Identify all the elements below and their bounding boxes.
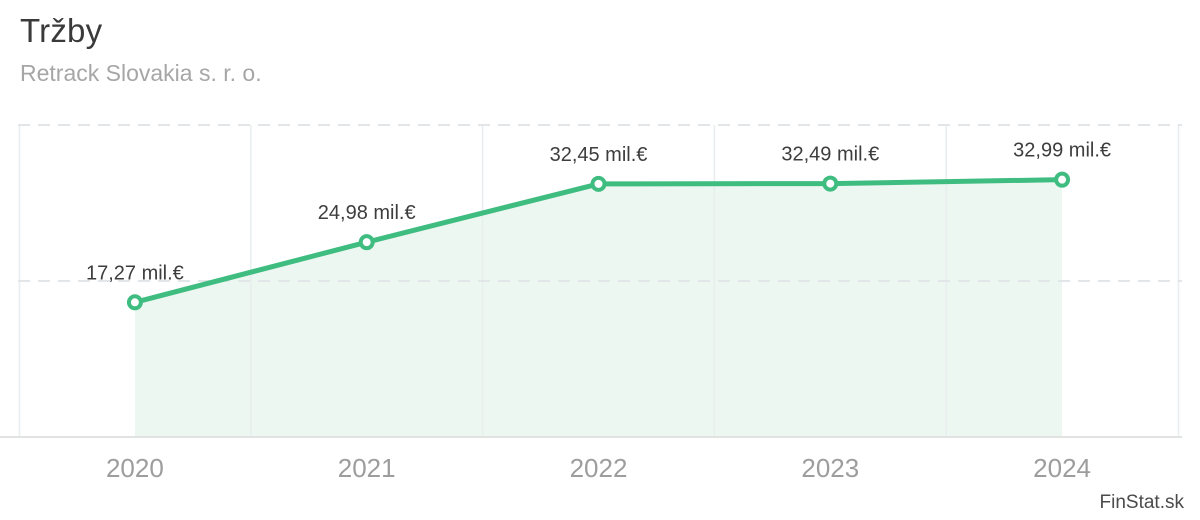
- page-title: Tržby: [20, 12, 103, 49]
- point-label-2024: 32,99 mil.€: [1013, 140, 1111, 162]
- x-axis-label-2022: 2022: [570, 453, 628, 483]
- x-axis-label-2023: 2023: [801, 453, 859, 483]
- x-axis-label-2020: 2020: [106, 453, 164, 483]
- company-subtitle: Retrack Slovakia s. r. o.: [20, 60, 262, 86]
- finstat-watermark: FinStat.sk: [1099, 492, 1184, 513]
- area-fill: [134, 179, 1063, 438]
- point-label-2022: 32,45 mil.€: [550, 144, 648, 166]
- data-point-2022[interactable]: [590, 175, 607, 192]
- x-axis-label-2021: 2021: [338, 453, 396, 483]
- point-label-2021: 24,98 mil.€: [318, 202, 416, 224]
- x-axis-label-2024: 2024: [1033, 453, 1091, 483]
- data-point-2020[interactable]: [126, 294, 143, 311]
- point-label-2023: 32,49 mil.€: [781, 144, 879, 166]
- data-point-2021[interactable]: [358, 234, 375, 251]
- point-label-2020: 17,27 mil.€: [86, 262, 184, 284]
- data-point-2024[interactable]: [1054, 171, 1071, 188]
- data-point-2023[interactable]: [822, 175, 839, 192]
- chart-header: Tržby Retrack Slovakia s. r. o.: [20, 12, 262, 87]
